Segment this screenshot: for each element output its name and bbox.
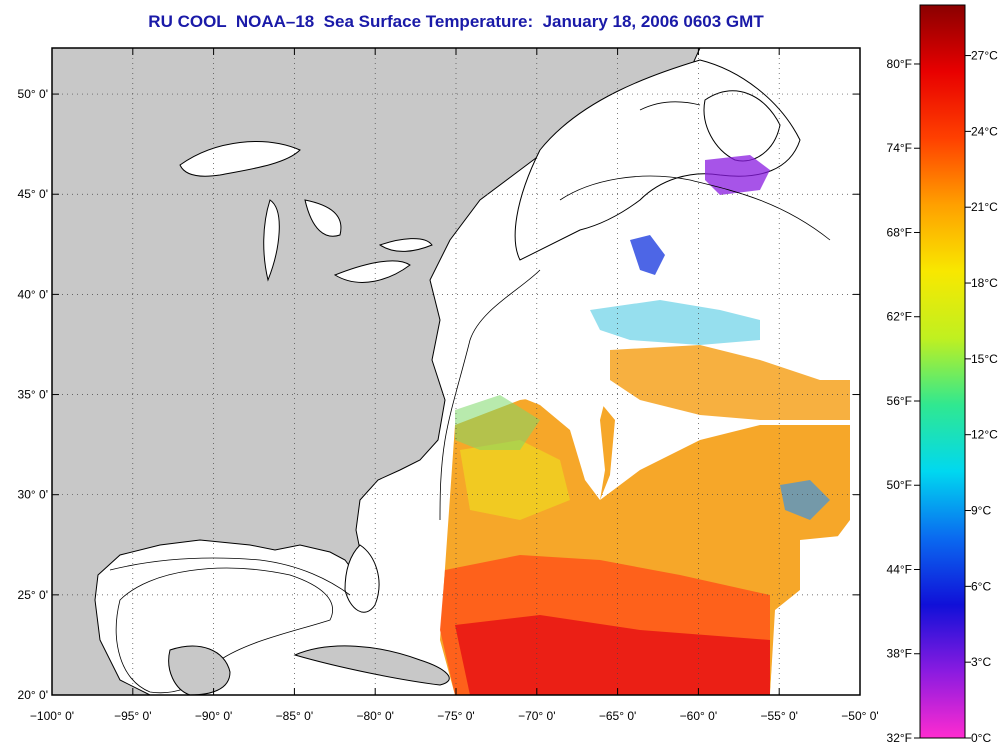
land-mass bbox=[52, 48, 701, 695]
colorbar-c-label: 18°C bbox=[971, 276, 998, 290]
x-tick-label: −65° 0' bbox=[599, 709, 636, 723]
colorbar-f-label: 74°F bbox=[887, 141, 912, 155]
map-area bbox=[52, 48, 860, 695]
x-tick-label: −55° 0' bbox=[760, 709, 797, 723]
colorbar: 32°F 38°F 44°F 50°F 56°F 62°F 68°F 74°F 80°F 0°C… bbox=[887, 4, 998, 745]
x-axis: −100° 0' −95° 0' −90° 0' −85° 0' −80° 0' −75°… bbox=[30, 48, 879, 723]
x-tick-label: −70° 0' bbox=[518, 709, 555, 723]
x-tick-label: −60° 0' bbox=[680, 709, 717, 723]
colorbar-c-label: 24°C bbox=[971, 124, 998, 138]
colorbar-f-label: 80°F bbox=[887, 57, 912, 71]
y-tick-label: 25° 0' bbox=[18, 588, 48, 602]
colorbar-f-label: 62°F bbox=[887, 310, 912, 324]
colorbar-celsius-labels: 0°C 3°C 6°C 9°C 12°C 15°C 18°C 21°C 24°C 27°C bbox=[965, 49, 998, 745]
cuba-island bbox=[293, 645, 450, 686]
y-tick-label: 50° 0' bbox=[18, 87, 48, 101]
map-title: RU COOL NOAA–18 Sea Surface Temperature:… bbox=[148, 12, 764, 31]
x-tick-label: −90° 0' bbox=[195, 709, 232, 723]
y-tick-label: 45° 0' bbox=[18, 187, 48, 201]
colorbar-f-label: 56°F bbox=[887, 394, 912, 408]
colorbar-f-label: 44°F bbox=[887, 562, 912, 576]
y-tick-label: 40° 0' bbox=[18, 287, 48, 301]
x-tick-label: −85° 0' bbox=[276, 709, 313, 723]
y-tick-label: 30° 0' bbox=[18, 488, 48, 502]
y-axis: 20° 0' 25° 0' 30° 0' 35° 0' 40° 0' 45° 0' 50° … bbox=[18, 87, 860, 702]
colorbar-c-label: 9°C bbox=[971, 504, 991, 518]
colorbar-f-label: 50°F bbox=[887, 478, 912, 492]
newfoundland-island bbox=[703, 90, 781, 162]
colorbar-c-label: 15°C bbox=[971, 352, 998, 366]
colorbar-f-label: 32°F bbox=[887, 731, 912, 745]
x-tick-label: −100° 0' bbox=[30, 709, 74, 723]
colorbar-f-label: 68°F bbox=[887, 225, 912, 239]
great-lakes bbox=[179, 141, 433, 283]
colorbar-fahrenheit-labels: 32°F 38°F 44°F 50°F 56°F 62°F 68°F 74°F 80°F bbox=[887, 57, 920, 745]
y-tick-label: 20° 0' bbox=[18, 688, 48, 702]
x-tick-label: −75° 0' bbox=[437, 709, 474, 723]
colorbar-f-label: 38°F bbox=[887, 647, 912, 661]
colorbar-c-label: 3°C bbox=[971, 655, 991, 669]
colorbar-gradient bbox=[919, 4, 966, 739]
x-tick-label: −95° 0' bbox=[114, 709, 151, 723]
x-tick-label: −50° 0' bbox=[841, 709, 878, 723]
y-tick-label: 35° 0' bbox=[18, 388, 48, 402]
yucatan-land bbox=[168, 645, 231, 695]
colorbar-c-label: 0°C bbox=[971, 731, 991, 745]
colorbar-c-label: 12°C bbox=[971, 428, 998, 442]
colorbar-c-label: 27°C bbox=[971, 49, 998, 63]
sst-data-overlay bbox=[440, 155, 850, 695]
colorbar-c-label: 6°C bbox=[971, 579, 991, 593]
x-tick-label: −80° 0' bbox=[356, 709, 393, 723]
florida-peninsula bbox=[344, 544, 380, 613]
colorbar-c-label: 21°C bbox=[971, 200, 998, 214]
depth-contour-600ft bbox=[109, 101, 831, 596]
